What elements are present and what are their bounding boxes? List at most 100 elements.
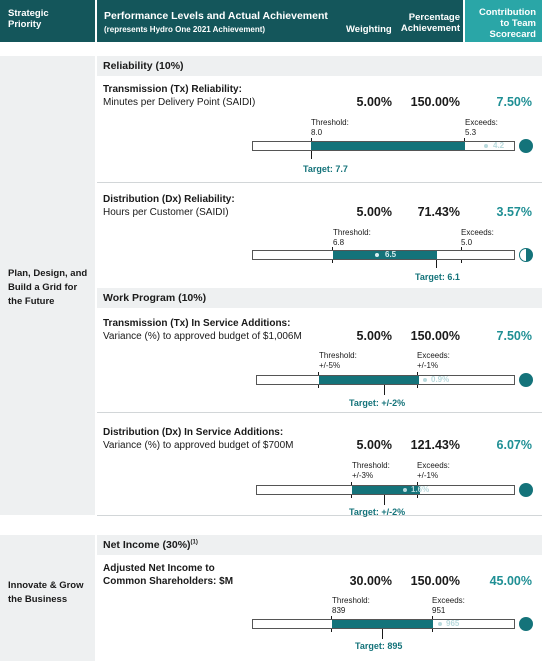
achievement-bar: 6.5 [252, 250, 515, 260]
full-circle-icon [519, 139, 533, 153]
header-strategic-priority: Strategic Priority [0, 0, 95, 42]
header-contribution: Contribution to Team Scorecard [465, 0, 542, 42]
net-income-footnote: (1) [190, 539, 198, 546]
metric-subtitle: Hours per Customer (SAIDI) [103, 207, 229, 218]
exceeds-value: 5.0 [461, 238, 473, 247]
exceeds-label: Exceeds: +/-1% [417, 351, 450, 371]
metric-title: Transmission (Tx) In Service Additions: [103, 318, 291, 329]
priority-cell-innovate: Innovate & Grow the Business [0, 535, 95, 661]
metric-weighting: 5.00% [356, 95, 392, 109]
target-label: Target: +/-2% [349, 398, 406, 408]
divider [97, 412, 542, 413]
section-net-income: Net Income (30%)(1) [97, 535, 542, 555]
metric-title: Transmission (Tx) Reliability: [103, 84, 242, 95]
exceeds-caption: Exceeds: [417, 351, 450, 360]
header-performance-title: Performance Levels and Actual Achievemen… [104, 10, 328, 22]
metric-title: Distribution (Dx) In Service Additions: [103, 427, 284, 438]
threshold-caption: Threshold: [332, 596, 370, 605]
threshold-caption: Threshold: [319, 351, 357, 360]
metric-weighting: 5.00% [356, 329, 392, 343]
metric-weighting: 5.00% [356, 438, 392, 452]
metric-percentage: 150.00% [410, 95, 460, 109]
achievement-dot [423, 378, 427, 382]
target-tick [384, 375, 385, 395]
priority-label-plan: Plan, Design, and Build a Grid for the F… [8, 268, 88, 307]
metric-percentage: 121.43% [410, 438, 460, 452]
achievement-bar: 4.2 [252, 141, 515, 151]
exceeds-caption: Exceeds: [461, 228, 494, 237]
achievement-dot [403, 488, 407, 492]
divider [97, 182, 542, 183]
priority-label-innovate: Innovate & Grow the Business [8, 580, 84, 605]
achievement-value: 1.6% [411, 485, 430, 494]
achievement-bar-fill [311, 142, 465, 150]
threshold-value: 839 [332, 606, 346, 615]
target-label: Target: 7.7 [303, 164, 348, 174]
achievement-bar-fill [332, 620, 433, 628]
priority-cell-plan: Plan, Design, and Build a Grid for the F… [0, 56, 95, 515]
exceeds-value: +/-1% [417, 471, 439, 480]
threshold-label: Threshold: +/-5% [319, 351, 357, 371]
achievement-value: 6.5 [385, 250, 397, 259]
achievement-bar-fill [333, 251, 437, 259]
section-work-program-label: Work Program (10%) [103, 292, 207, 304]
threshold-label: Threshold: 839 [332, 596, 370, 616]
metric-weighting: 30.00% [349, 574, 392, 588]
target-label: Target: 895 [355, 641, 403, 651]
header-percentage: Percentage Achievement [400, 12, 460, 34]
metric-title: Distribution (Dx) Reliability: [103, 194, 235, 205]
achievement-dot [375, 253, 379, 257]
metric-contribution: 45.00% [489, 574, 532, 588]
target-label: Target: +/-2% [349, 507, 406, 517]
header-contribution-label: Contribution to Team Scorecard [479, 7, 536, 40]
metric-subtitle: Variance (%) to approved budget of $1,00… [103, 331, 302, 342]
exceeds-value: +/-1% [417, 361, 439, 370]
achievement-bar-fill [352, 486, 420, 494]
exceeds-label: Exceeds: 5.3 [465, 118, 498, 138]
threshold-caption: Threshold: [352, 461, 390, 470]
achievement-dot [484, 144, 488, 148]
metric-subtitle: Minutes per Delivery Point (SAIDI) [103, 97, 256, 108]
threshold-value: 8.0 [311, 128, 323, 137]
metric-percentage: 71.43% [417, 205, 460, 219]
metric-percentage: 150.00% [410, 574, 460, 588]
full-circle-icon [519, 373, 533, 387]
achievement-bar: 0.9% [256, 375, 515, 385]
metric-contribution: 7.50% [496, 95, 532, 109]
threshold-label: Threshold: +/-3% [352, 461, 390, 481]
exceeds-label: Exceeds: 951 [432, 596, 465, 616]
exceeds-label: Exceeds: 5.0 [461, 228, 494, 248]
achievement-bar: 965 [252, 619, 515, 629]
header-strategic-priority-label: Strategic Priority [8, 8, 49, 30]
exceeds-label: Exceeds: +/-1% [417, 461, 450, 481]
target-tick [384, 485, 385, 505]
section-reliability: Reliability (10%) [97, 56, 542, 76]
header-performance: Performance Levels and Actual Achievemen… [97, 0, 463, 42]
full-circle-icon [519, 617, 533, 631]
threshold-value: +/-5% [319, 361, 341, 370]
exceeds-caption: Exceeds: [465, 118, 498, 127]
metric-percentage: 150.00% [410, 329, 460, 343]
header-performance-subtitle: (represents Hydro One 2021 Achievement) [104, 25, 266, 34]
exceeds-caption: Exceeds: [432, 596, 465, 605]
metric-contribution: 7.50% [496, 329, 532, 343]
section-reliability-label: Reliability (10%) [103, 60, 184, 72]
section-work-program: Work Program (10%) [97, 288, 542, 308]
achievement-bar-fill [319, 376, 419, 384]
target-label: Target: 6.1 [415, 272, 460, 282]
target-tick [382, 619, 383, 639]
metric-title-line2: Common Shareholders: $M [103, 576, 234, 587]
exceeds-value: 5.3 [465, 128, 477, 137]
achievement-value: 4.2 [493, 141, 505, 150]
exceeds-value: 951 [432, 606, 446, 615]
threshold-label: Threshold: 8.0 [311, 118, 349, 138]
header-weighting: Weighting [346, 24, 392, 35]
threshold-value: +/-3% [352, 471, 374, 480]
threshold-label: Threshold: 6.8 [333, 228, 371, 248]
metric-weighting: 5.00% [356, 205, 392, 219]
achievement-bar: 1.6% [256, 485, 515, 495]
exceeds-caption: Exceeds: [417, 461, 450, 470]
threshold-caption: Threshold: [333, 228, 371, 237]
metric-contribution: 3.57% [496, 205, 532, 219]
full-circle-icon [519, 483, 533, 497]
